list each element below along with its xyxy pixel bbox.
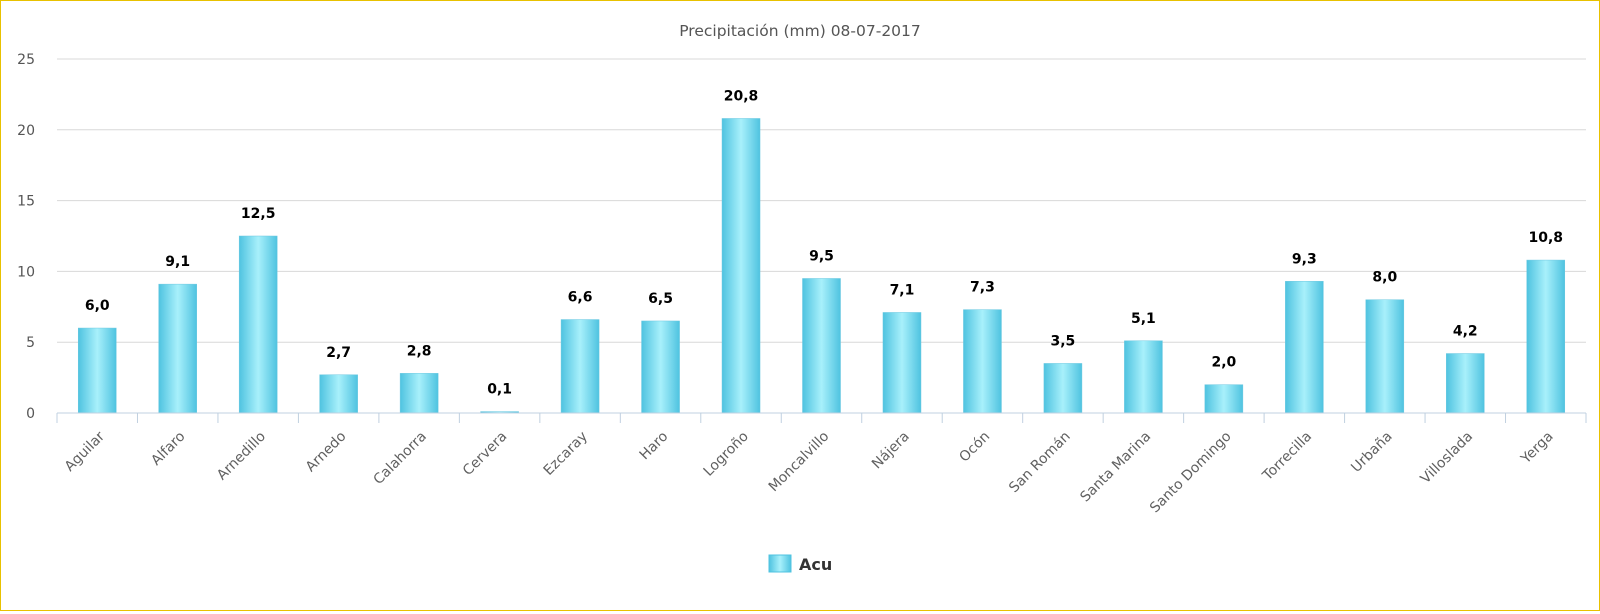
x-tick-label: Calahorra bbox=[370, 429, 429, 488]
data-label: 5,1 bbox=[1131, 311, 1156, 327]
x-tick-label: Haro bbox=[637, 429, 672, 464]
data-labels: 6,0 9,1 12,5 2,7 2,8 0,1 6,6 6,5 20,8 9,5 7,1 7,3 3,… bbox=[85, 88, 1563, 397]
y-tick-label: 15 bbox=[17, 194, 35, 210]
data-label: 7,1 bbox=[890, 282, 915, 298]
bar-arnedillo[interactable] bbox=[238, 235, 278, 414]
bar-aguilar[interactable] bbox=[77, 327, 117, 414]
x-tick-label: Logroño bbox=[701, 429, 752, 480]
data-label: 20,8 bbox=[724, 88, 759, 104]
legend[interactable]: Acu bbox=[768, 554, 832, 574]
data-label: 8,0 bbox=[1372, 270, 1397, 286]
bar-moncalvillo[interactable] bbox=[802, 278, 841, 414]
bar-calahorra[interactable] bbox=[399, 373, 439, 414]
data-label: 9,1 bbox=[165, 254, 190, 270]
x-tick-label: Santo Domingo bbox=[1147, 429, 1235, 517]
x-tick-label: Nájera bbox=[869, 429, 913, 473]
bar-ezcaray[interactable] bbox=[560, 319, 600, 414]
bar-logroño[interactable] bbox=[721, 118, 761, 414]
x-tick-label: Alfaro bbox=[148, 429, 188, 469]
bar-santo-domingo[interactable] bbox=[1204, 384, 1244, 414]
data-label: 9,5 bbox=[809, 248, 834, 264]
data-label: 10,8 bbox=[1528, 230, 1563, 246]
x-tick-label: Villoslada bbox=[1418, 429, 1477, 488]
x-tick-label: Torrecilla bbox=[1259, 429, 1315, 485]
data-label: 4,2 bbox=[1453, 324, 1478, 340]
bar-nájera[interactable] bbox=[882, 312, 922, 414]
bar-villoslada[interactable] bbox=[1446, 353, 1485, 414]
x-tick-label: Arnedillo bbox=[214, 429, 269, 484]
bar-santa-marina[interactable] bbox=[1124, 340, 1163, 414]
legend-swatch-icon[interactable] bbox=[768, 554, 792, 573]
x-tick-label: Urbaña bbox=[1348, 429, 1395, 476]
data-label: 2,7 bbox=[326, 345, 351, 361]
data-label: 6,5 bbox=[648, 291, 673, 307]
bar-yerga[interactable] bbox=[1526, 259, 1566, 414]
data-label: 12,5 bbox=[241, 206, 276, 222]
data-label: 2,0 bbox=[1211, 355, 1236, 371]
y-tick-label: 20 bbox=[17, 123, 35, 139]
bars bbox=[77, 118, 1566, 414]
x-tick-label: Aguilar bbox=[62, 428, 108, 474]
x-tick-label: Santa Marina bbox=[1077, 429, 1154, 506]
x-tick-label: Yerga bbox=[1518, 429, 1557, 468]
data-label: 2,8 bbox=[407, 343, 432, 359]
bar-ocón[interactable] bbox=[963, 309, 1002, 414]
x-tick-label: San Román bbox=[1006, 429, 1074, 497]
bar-alfaro[interactable] bbox=[158, 283, 197, 414]
data-label: 6,6 bbox=[568, 290, 593, 306]
x-tick-label: Moncalvillo bbox=[766, 429, 833, 496]
data-label: 9,3 bbox=[1292, 251, 1317, 267]
data-label: 7,3 bbox=[970, 280, 995, 296]
y-axis: 0 5 10 15 20 25 bbox=[17, 52, 35, 422]
bar-arnedo[interactable] bbox=[319, 374, 358, 414]
y-tick-label: 0 bbox=[26, 406, 35, 422]
x-axis: Aguilar Alfaro Arnedillo Arnedo Calahorra Cer… bbox=[56, 412, 1587, 517]
bar-urbaña[interactable] bbox=[1365, 299, 1405, 414]
x-tick-label: Ocón bbox=[956, 429, 993, 466]
bar-haro[interactable] bbox=[641, 320, 680, 414]
y-tick-label: 25 bbox=[17, 52, 35, 68]
x-tick-label: Ezcaray bbox=[541, 429, 591, 479]
y-tick-label: 5 bbox=[26, 335, 35, 351]
y-tick-label: 10 bbox=[17, 264, 35, 280]
x-tick-label: Arnedo bbox=[303, 429, 350, 476]
data-label: 3,5 bbox=[1051, 333, 1076, 349]
x-tick-label: Cervera bbox=[460, 429, 510, 479]
data-label: 0,1 bbox=[487, 382, 512, 398]
legend-label-acu[interactable]: Acu bbox=[799, 555, 832, 574]
bar-san-román[interactable] bbox=[1043, 363, 1083, 414]
grid-lines bbox=[57, 58, 1586, 343]
bar-torrecilla[interactable] bbox=[1285, 281, 1324, 414]
chart-title: Precipitación (mm) 08-07-2017 bbox=[679, 22, 921, 40]
data-label: 6,0 bbox=[85, 298, 110, 314]
